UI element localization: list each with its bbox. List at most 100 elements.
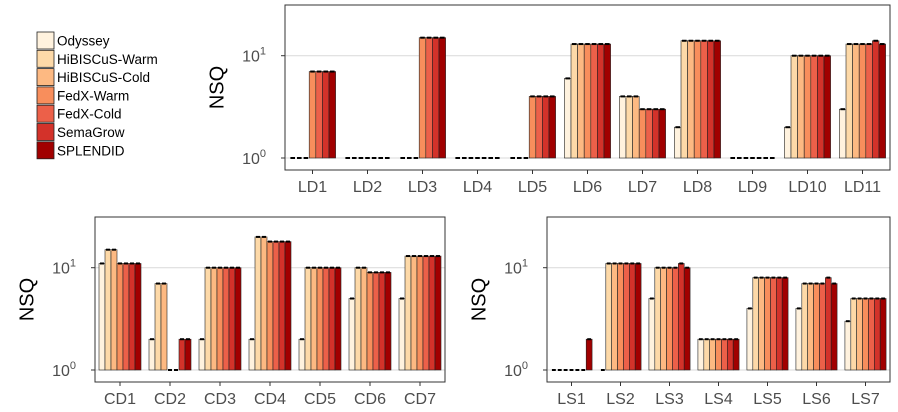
bar (658, 108, 666, 159)
y-tick-label: 101 (242, 46, 266, 66)
bar (438, 37, 446, 159)
bar (715, 338, 722, 371)
bar (813, 283, 820, 371)
bar (222, 267, 230, 371)
bar (128, 263, 136, 371)
bar (862, 298, 869, 371)
bar (122, 263, 130, 371)
x-tick-label: LD10 (788, 179, 826, 196)
x-tick-label: LD8 (683, 179, 712, 196)
bar (856, 298, 863, 371)
bar (184, 338, 192, 371)
bar (683, 267, 691, 371)
bar (680, 40, 688, 159)
bar (634, 263, 642, 371)
bar (577, 43, 585, 159)
bar (564, 78, 572, 159)
bar (878, 43, 886, 159)
bar (845, 43, 853, 159)
legend-key (36, 68, 55, 86)
bar (366, 272, 374, 371)
bar (825, 277, 832, 371)
bar (590, 43, 598, 159)
bar (819, 283, 826, 371)
x-tick-label: LS1 (557, 391, 586, 408)
bar (697, 338, 705, 371)
x-tick-label: CD6 (354, 391, 386, 408)
bar (116, 263, 124, 371)
legend-label: HiBISCuS-Cold (57, 70, 150, 85)
x-tick-label: LS3 (655, 391, 684, 408)
bar (795, 308, 803, 371)
legend-label: HiBISCuS-Warm (57, 52, 158, 67)
bar (298, 338, 306, 371)
bar (868, 298, 875, 371)
bar (879, 298, 887, 371)
bar (542, 96, 550, 159)
bar (548, 96, 556, 159)
legend-key (36, 86, 55, 105)
bar (823, 55, 831, 159)
bar (764, 277, 771, 371)
bar (210, 267, 218, 371)
bar (570, 43, 578, 159)
bar (583, 43, 592, 159)
bar (797, 55, 805, 159)
x-tick-label: CD5 (304, 391, 336, 408)
bar (830, 283, 838, 371)
y-tick-label: 100 (504, 360, 528, 380)
x-tick-label: LD11 (844, 179, 881, 196)
bar (308, 71, 317, 159)
bar (707, 40, 715, 159)
bar (727, 338, 734, 371)
bar (315, 71, 323, 159)
bar (781, 277, 789, 371)
bar (404, 255, 412, 371)
panel-ls: 100 101 NSQ LS1 LS2 LS3 LS4 LS5 LS6 LS7 (468, 216, 891, 408)
bar (410, 255, 418, 371)
bar (272, 241, 280, 371)
bar (528, 96, 537, 159)
bar (416, 255, 424, 371)
x-tick-label: LS4 (704, 391, 733, 408)
x-tick-label: CD4 (254, 391, 286, 408)
bar (817, 55, 825, 159)
bar (234, 267, 242, 371)
bar (597, 43, 605, 159)
bar (334, 267, 342, 371)
bar (660, 267, 667, 371)
bar (648, 298, 656, 371)
bar (160, 283, 168, 371)
x-tick-label: CD3 (204, 391, 236, 408)
bar (629, 263, 636, 371)
bar (703, 338, 710, 371)
legend-key (36, 49, 55, 68)
bar (585, 338, 593, 371)
x-tick-label: LD4 (463, 179, 492, 196)
legend-key (36, 141, 55, 160)
bar (304, 267, 312, 371)
bar (605, 263, 612, 371)
bar (328, 71, 336, 159)
bar (687, 40, 695, 159)
panel-cd: 100 101 NSQ CD1 CD2 CD3 CD4 CD5 CD6 CD7 (16, 216, 446, 408)
bar (310, 267, 318, 371)
bar (198, 338, 206, 371)
bar (216, 267, 224, 371)
bar (784, 126, 792, 159)
legend-label: SPLENDID (57, 143, 125, 158)
bar (709, 338, 716, 371)
bar (713, 40, 721, 159)
bar (178, 338, 186, 371)
bar (248, 338, 256, 371)
bar (850, 298, 857, 371)
bar (360, 267, 368, 371)
bar (645, 108, 653, 159)
panel-border (94, 216, 446, 383)
bar (700, 40, 708, 159)
bar (678, 263, 685, 371)
x-tick-label: LD5 (518, 179, 547, 196)
bar (844, 320, 852, 371)
bar (98, 263, 106, 371)
